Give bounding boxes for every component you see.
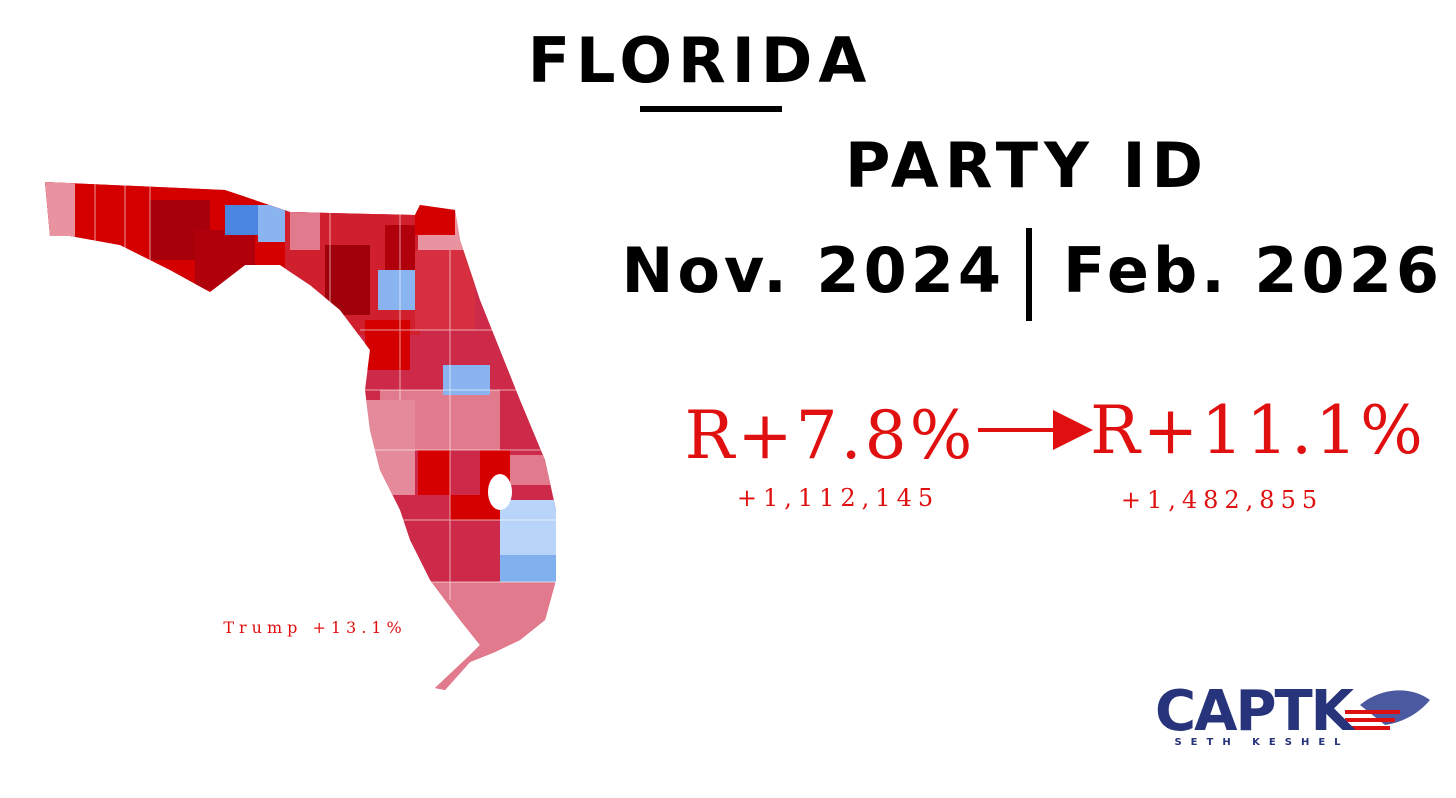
margin-before: R+7.8% [685, 397, 976, 474]
votes-after: +1,482,855 [1121, 486, 1323, 514]
logo-tagline: SETH KESHEL [1174, 737, 1349, 748]
votes-before: +1,112,145 [737, 484, 939, 512]
logo-stripes [1345, 710, 1400, 730]
logo-eagle [1360, 690, 1430, 725]
map-caption: Trump +13.1% [223, 618, 406, 637]
period-divider [1026, 228, 1032, 321]
subtitle: PARTY ID [845, 129, 1209, 202]
title-underline [640, 106, 782, 112]
margin-after: R+11.1% [1090, 392, 1426, 469]
period-after: Feb. 2026 [1063, 234, 1443, 307]
logo: CAPTK SETH KESHEL [1155, 679, 1430, 748]
logo-name: CAPTK [1155, 679, 1357, 744]
period-before: Nov. 2024 [621, 234, 1005, 307]
title: FLORIDA [528, 24, 873, 97]
